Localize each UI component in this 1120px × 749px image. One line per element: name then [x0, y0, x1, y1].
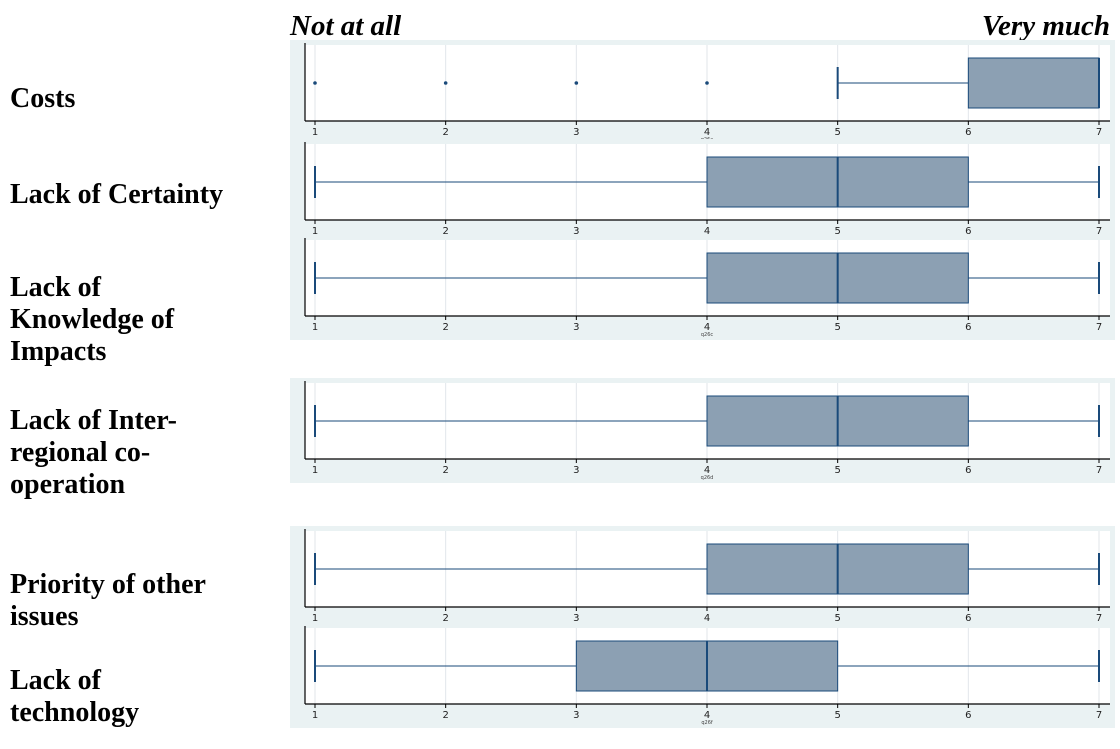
x-tick-label: 3 [573, 613, 579, 624]
x-tick-label: 4 [704, 710, 710, 721]
x-tick-label: 3 [573, 465, 579, 476]
x-tick-label: 2 [442, 613, 448, 624]
row-label-lack-of-certainty: Lack of Certainty [10, 179, 224, 210]
x-tick-label: 3 [573, 322, 579, 333]
scale-low-label: Not at all [290, 10, 402, 42]
x-tick-label: 1 [312, 465, 318, 476]
x-tick-label: 2 [442, 322, 448, 333]
x-tick-label: 7 [1096, 322, 1102, 333]
x-tick-label: 3 [573, 710, 579, 721]
x-tick-label: 5 [834, 226, 840, 237]
x-tick-label: 2 [442, 226, 448, 237]
variable-label: q26d [701, 475, 714, 481]
x-tick-label: 7 [1096, 465, 1102, 476]
x-tick-label: 4 [704, 226, 710, 237]
x-tick-label: 5 [834, 465, 840, 476]
x-tick-label: 6 [965, 127, 971, 138]
outlier-point [705, 81, 709, 85]
x-tick-label: 6 [965, 465, 971, 476]
variable-label: q26c [701, 332, 714, 338]
boxplot-row-5: 1234567q26e [290, 526, 1115, 631]
x-tick-label: 2 [442, 465, 448, 476]
x-tick-label: 2 [442, 127, 448, 138]
x-tick-label: 7 [1096, 710, 1102, 721]
scale-high-label: Very much [981, 10, 1110, 42]
row-label-lack-of-interregional: Lack of Inter- regional co- operation [10, 405, 177, 500]
x-tick-label: 5 [834, 322, 840, 333]
boxplot-row-2: 1234567q26b [290, 139, 1115, 244]
x-tick-label: 1 [312, 127, 318, 138]
x-tick-label: 1 [312, 613, 318, 624]
x-tick-label: 6 [965, 613, 971, 624]
boxplot-row-4: 1 2 3 4 5 6 7 q26d [290, 378, 1115, 483]
x-tick-label: 4 [704, 465, 710, 476]
x-tick-label: 7 [1096, 226, 1102, 237]
row-label-lack-of-technology: Lack of technology [10, 665, 140, 728]
row-label-priority-other-issues: Priority of other issues [10, 569, 206, 632]
row-label-costs: Costs [10, 83, 76, 114]
outlier-point [313, 81, 317, 85]
x-tick-label: 6 [965, 226, 971, 237]
x-tick-label: 4 [704, 322, 710, 333]
x-tick-label: 4 [704, 613, 710, 624]
x-tick-label: 1 [312, 226, 318, 237]
boxplot-row-1: 1234567q26a [290, 40, 1115, 145]
x-tick-label: 7 [1096, 613, 1102, 624]
x-tick-label: 5 [834, 710, 840, 721]
x-tick-label: 5 [834, 613, 840, 624]
x-tick-label: 5 [834, 127, 840, 138]
x-tick-label: 3 [573, 226, 579, 237]
boxplot-row-6: 1 2 3 4 5 6 7 q26f [290, 623, 1115, 728]
x-tick-label: 2 [442, 710, 448, 721]
outlier-point [443, 81, 448, 85]
x-tick-label: 1 [312, 710, 318, 721]
boxplot-row-3: 1 2 3 4 5 6 7 q26c [290, 235, 1115, 340]
row-label-lack-of-knowledge: Lack of Knowledge of Impacts [10, 272, 175, 367]
x-tick-label: 3 [573, 127, 579, 138]
x-tick-label: 6 [965, 322, 971, 333]
x-tick-label: 1 [312, 322, 318, 333]
x-tick-label: 6 [965, 710, 971, 721]
x-tick-label: 7 [1096, 127, 1102, 138]
x-tick-label: 4 [704, 127, 710, 138]
iqr-box [967, 57, 1100, 109]
variable-label: q26f [701, 720, 713, 726]
outlier-point [574, 81, 579, 85]
